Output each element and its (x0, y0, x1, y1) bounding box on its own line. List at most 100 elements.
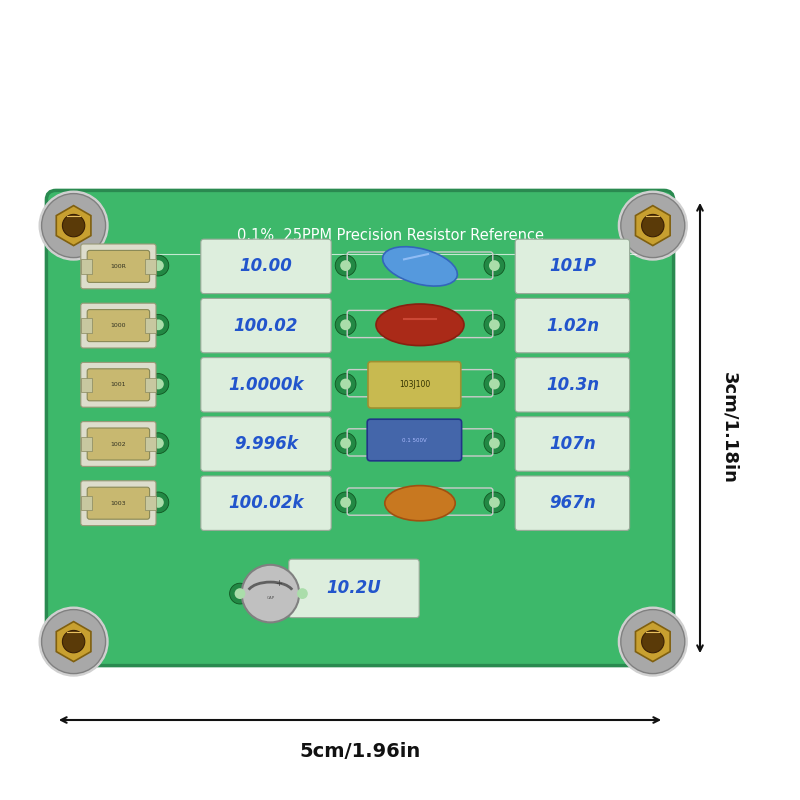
Circle shape (297, 588, 308, 599)
Text: CAP: CAP (266, 595, 274, 600)
Polygon shape (635, 622, 670, 662)
Circle shape (489, 378, 500, 390)
FancyBboxPatch shape (201, 358, 331, 412)
Bar (145, 437, 156, 451)
Text: 5cm/1.96in: 5cm/1.96in (299, 742, 421, 762)
Circle shape (340, 378, 351, 390)
Text: 100.02k: 100.02k (228, 494, 304, 512)
Circle shape (484, 255, 505, 276)
FancyBboxPatch shape (81, 244, 156, 289)
Circle shape (489, 438, 500, 449)
Circle shape (484, 374, 505, 394)
FancyBboxPatch shape (201, 476, 331, 530)
Polygon shape (56, 622, 91, 662)
Circle shape (148, 374, 169, 394)
FancyBboxPatch shape (515, 358, 630, 412)
Circle shape (84, 374, 105, 394)
Text: +: + (275, 579, 282, 589)
Circle shape (153, 438, 164, 449)
Circle shape (148, 492, 169, 513)
Circle shape (148, 255, 169, 276)
Text: 1002: 1002 (110, 442, 126, 446)
FancyBboxPatch shape (87, 428, 150, 460)
Circle shape (618, 191, 687, 260)
Ellipse shape (382, 246, 458, 286)
Circle shape (42, 194, 106, 258)
Circle shape (618, 607, 687, 676)
FancyBboxPatch shape (46, 190, 674, 666)
Circle shape (484, 314, 505, 335)
Text: 107n: 107n (549, 435, 596, 453)
Text: 10.2U: 10.2U (326, 579, 382, 598)
Circle shape (230, 583, 250, 604)
Circle shape (335, 492, 356, 513)
Bar (81, 318, 92, 333)
FancyBboxPatch shape (81, 422, 156, 466)
Text: 9.996k: 9.996k (234, 435, 298, 453)
Circle shape (153, 378, 164, 390)
Polygon shape (635, 206, 670, 246)
Circle shape (642, 630, 664, 653)
Circle shape (39, 191, 108, 260)
Circle shape (89, 497, 100, 508)
Circle shape (340, 260, 351, 271)
Circle shape (84, 492, 105, 513)
Circle shape (84, 314, 105, 335)
FancyBboxPatch shape (87, 310, 150, 342)
Circle shape (242, 565, 299, 622)
Circle shape (340, 438, 351, 449)
Circle shape (42, 610, 106, 674)
Circle shape (234, 588, 246, 599)
Circle shape (89, 378, 100, 390)
Text: 967n: 967n (549, 494, 596, 512)
Circle shape (484, 433, 505, 454)
Circle shape (335, 255, 356, 276)
Circle shape (335, 314, 356, 335)
Circle shape (340, 497, 351, 508)
FancyBboxPatch shape (201, 298, 331, 353)
Ellipse shape (385, 486, 455, 521)
FancyBboxPatch shape (515, 417, 630, 471)
FancyBboxPatch shape (87, 250, 150, 282)
Circle shape (340, 319, 351, 330)
Circle shape (89, 319, 100, 330)
Text: 10.3n: 10.3n (546, 376, 599, 394)
FancyBboxPatch shape (201, 417, 331, 471)
Circle shape (489, 260, 500, 271)
Bar (145, 259, 156, 274)
Circle shape (489, 497, 500, 508)
Circle shape (62, 214, 85, 237)
Circle shape (153, 319, 164, 330)
Circle shape (84, 255, 105, 276)
FancyBboxPatch shape (367, 419, 462, 461)
Bar (145, 496, 156, 510)
Circle shape (39, 607, 108, 676)
Text: 0.1%  25PPM Precision Resistor Reference: 0.1% 25PPM Precision Resistor Reference (237, 229, 544, 243)
Bar (81, 259, 92, 274)
Circle shape (621, 194, 685, 258)
FancyBboxPatch shape (81, 481, 156, 526)
Circle shape (335, 433, 356, 454)
FancyBboxPatch shape (368, 362, 461, 408)
Text: 101P: 101P (549, 258, 596, 275)
Circle shape (148, 314, 169, 335)
Text: 1.02n: 1.02n (546, 317, 599, 334)
Ellipse shape (376, 304, 464, 346)
Bar (145, 318, 156, 333)
Text: 1.0000k: 1.0000k (228, 376, 304, 394)
Bar (145, 378, 156, 392)
Polygon shape (56, 206, 91, 246)
Circle shape (89, 438, 100, 449)
FancyBboxPatch shape (515, 239, 630, 294)
FancyBboxPatch shape (289, 559, 419, 618)
Circle shape (642, 214, 664, 237)
Circle shape (292, 583, 313, 604)
FancyBboxPatch shape (87, 369, 150, 401)
Text: 100.02: 100.02 (234, 317, 298, 334)
Circle shape (484, 492, 505, 513)
Circle shape (62, 630, 85, 653)
Bar (81, 437, 92, 451)
Bar (81, 378, 92, 392)
Circle shape (621, 610, 685, 674)
FancyBboxPatch shape (81, 362, 156, 407)
